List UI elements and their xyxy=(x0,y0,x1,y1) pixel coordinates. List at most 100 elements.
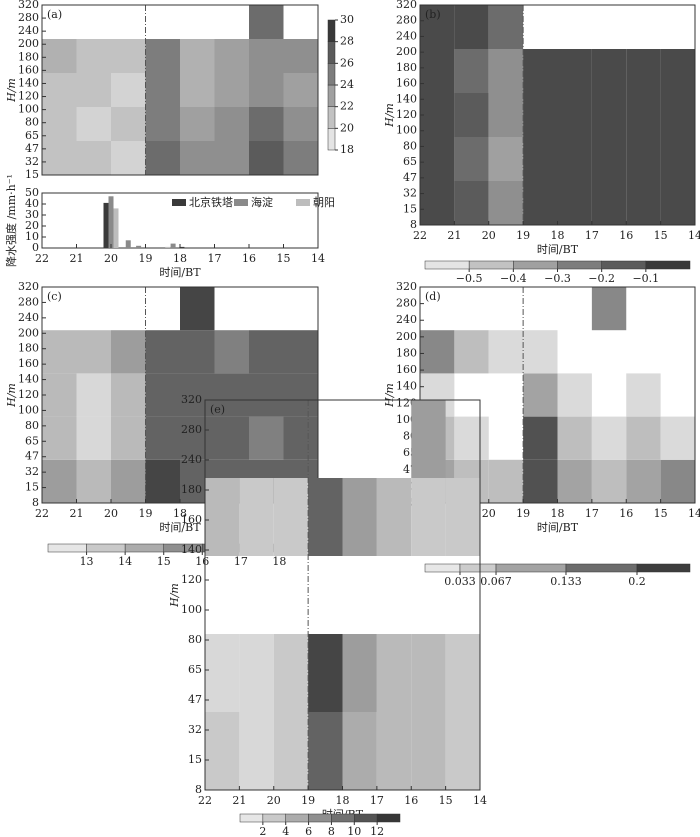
y-tick-label: 30 xyxy=(25,208,39,221)
plot-frame xyxy=(41,4,319,176)
heat-cell xyxy=(411,478,446,556)
x-tick-label: 18 xyxy=(173,252,187,265)
colorbar-tick-label: 15 xyxy=(157,555,171,568)
colorbar-tick-label: 0.2 xyxy=(628,575,646,588)
y-tick-label: 80 xyxy=(25,419,39,432)
x-axis-title: 时间/BT xyxy=(159,521,201,534)
heat-cell xyxy=(454,330,489,374)
heat-cell xyxy=(488,5,524,49)
colorbar-segment xyxy=(327,84,336,107)
x-tick-label: 15 xyxy=(654,229,668,242)
heat-cell xyxy=(488,459,524,503)
heat-cell xyxy=(454,137,489,181)
heat-cell xyxy=(145,39,180,73)
x-tick-label: 18 xyxy=(551,229,565,242)
y-tick-label: 160 xyxy=(396,363,417,376)
colorbar-segment xyxy=(327,106,336,129)
y-tick-label: 140 xyxy=(396,380,417,393)
colorbar-tick-label: −0.1 xyxy=(632,272,659,285)
bar xyxy=(170,243,176,248)
heat-cell xyxy=(342,478,377,556)
colorbar-tick-label: −0.2 xyxy=(588,272,615,285)
heat-cell xyxy=(557,459,592,503)
heat-cell xyxy=(180,39,215,73)
heat-cell xyxy=(283,141,318,175)
colorbar-tick-label: −0.5 xyxy=(456,272,483,285)
y-tick-label: 47 xyxy=(188,693,202,706)
heat-cell xyxy=(591,459,627,503)
bar xyxy=(103,202,109,248)
bar xyxy=(125,240,131,248)
bar xyxy=(108,196,114,248)
y-tick-label: 280 xyxy=(396,14,417,27)
y-tick-label: 8 xyxy=(32,496,39,509)
y-tick-label: 47 xyxy=(25,450,39,463)
heat-cell xyxy=(523,93,558,137)
y-tick-label: 50 xyxy=(25,186,39,199)
colorbar-tick-label: 2 xyxy=(259,825,266,837)
heat-cell xyxy=(660,137,695,181)
heat-cell xyxy=(111,141,146,175)
colorbar-tick-label: 10 xyxy=(347,825,361,837)
y-tick-label: 280 xyxy=(181,423,202,436)
colorbar-tick-label: 14 xyxy=(118,555,132,568)
x-tick-label: 20 xyxy=(482,229,496,242)
colorbar-segment xyxy=(495,563,567,573)
heat-cell xyxy=(557,137,592,181)
y-tick-label: 160 xyxy=(18,63,39,76)
heat-cell xyxy=(626,181,661,225)
y-tick-label: 240 xyxy=(181,453,202,466)
x-tick-label: 20 xyxy=(267,794,281,807)
x-tick-label: 18 xyxy=(551,507,565,520)
heat-cell xyxy=(205,712,240,790)
heat-cell xyxy=(111,107,146,141)
heat-cell xyxy=(145,373,180,417)
y-tick-label: 47 xyxy=(403,171,417,184)
heat-cell xyxy=(239,712,274,790)
colorbar-tick-label: 16 xyxy=(195,555,209,568)
colorbar-segment xyxy=(124,543,164,553)
heat-cell xyxy=(145,330,180,374)
heat-cell xyxy=(445,478,480,556)
heat-cell xyxy=(557,181,592,225)
colorbar-segment xyxy=(285,813,309,823)
heat-cell xyxy=(523,459,558,503)
x-tick-label: 19 xyxy=(516,229,530,242)
y-tick-label: 240 xyxy=(18,24,39,37)
heat-cell xyxy=(488,93,524,137)
heat-cell xyxy=(283,73,318,107)
colorbar-tick-label: 0.033 xyxy=(444,575,476,588)
y-tick-label: 320 xyxy=(18,280,39,293)
colorbar-tick-label: 6 xyxy=(305,825,312,837)
x-tick-label: 20 xyxy=(104,252,118,265)
y-tick-label: 320 xyxy=(396,280,417,293)
legend-label: 北京铁塔 xyxy=(189,195,233,209)
heat-cell xyxy=(76,373,111,417)
heat-cell xyxy=(111,73,146,107)
heat-cell xyxy=(342,634,377,712)
panel-label: (a) xyxy=(47,8,62,21)
heat-cell xyxy=(591,93,627,137)
panel-label: (c) xyxy=(47,290,62,303)
x-tick-label: 16 xyxy=(619,507,633,520)
colorbar-segment xyxy=(327,41,336,64)
colorbar-segment xyxy=(239,813,264,823)
heat-cell xyxy=(626,459,661,503)
x-axis-title: 时间/BT xyxy=(537,521,579,534)
heat-cell xyxy=(180,73,215,107)
y-tick-label: 140 xyxy=(181,543,202,556)
y-tick-label: 180 xyxy=(18,342,39,355)
heat-cell xyxy=(488,137,524,181)
y-tick-label: 160 xyxy=(18,357,39,370)
colorbar-segment xyxy=(424,563,461,573)
heat-cell xyxy=(111,416,146,460)
panel-label: (d) xyxy=(425,290,441,303)
heat-cell xyxy=(180,330,215,374)
y-tick-label: 140 xyxy=(396,92,417,105)
y-tick-label: 8 xyxy=(195,783,202,796)
heat-cell xyxy=(411,712,446,790)
y-tick-label: 15 xyxy=(188,753,202,766)
heat-cell xyxy=(42,330,77,374)
y-tick-label: 65 xyxy=(25,129,39,142)
x-tick-label: 14 xyxy=(688,229,700,242)
